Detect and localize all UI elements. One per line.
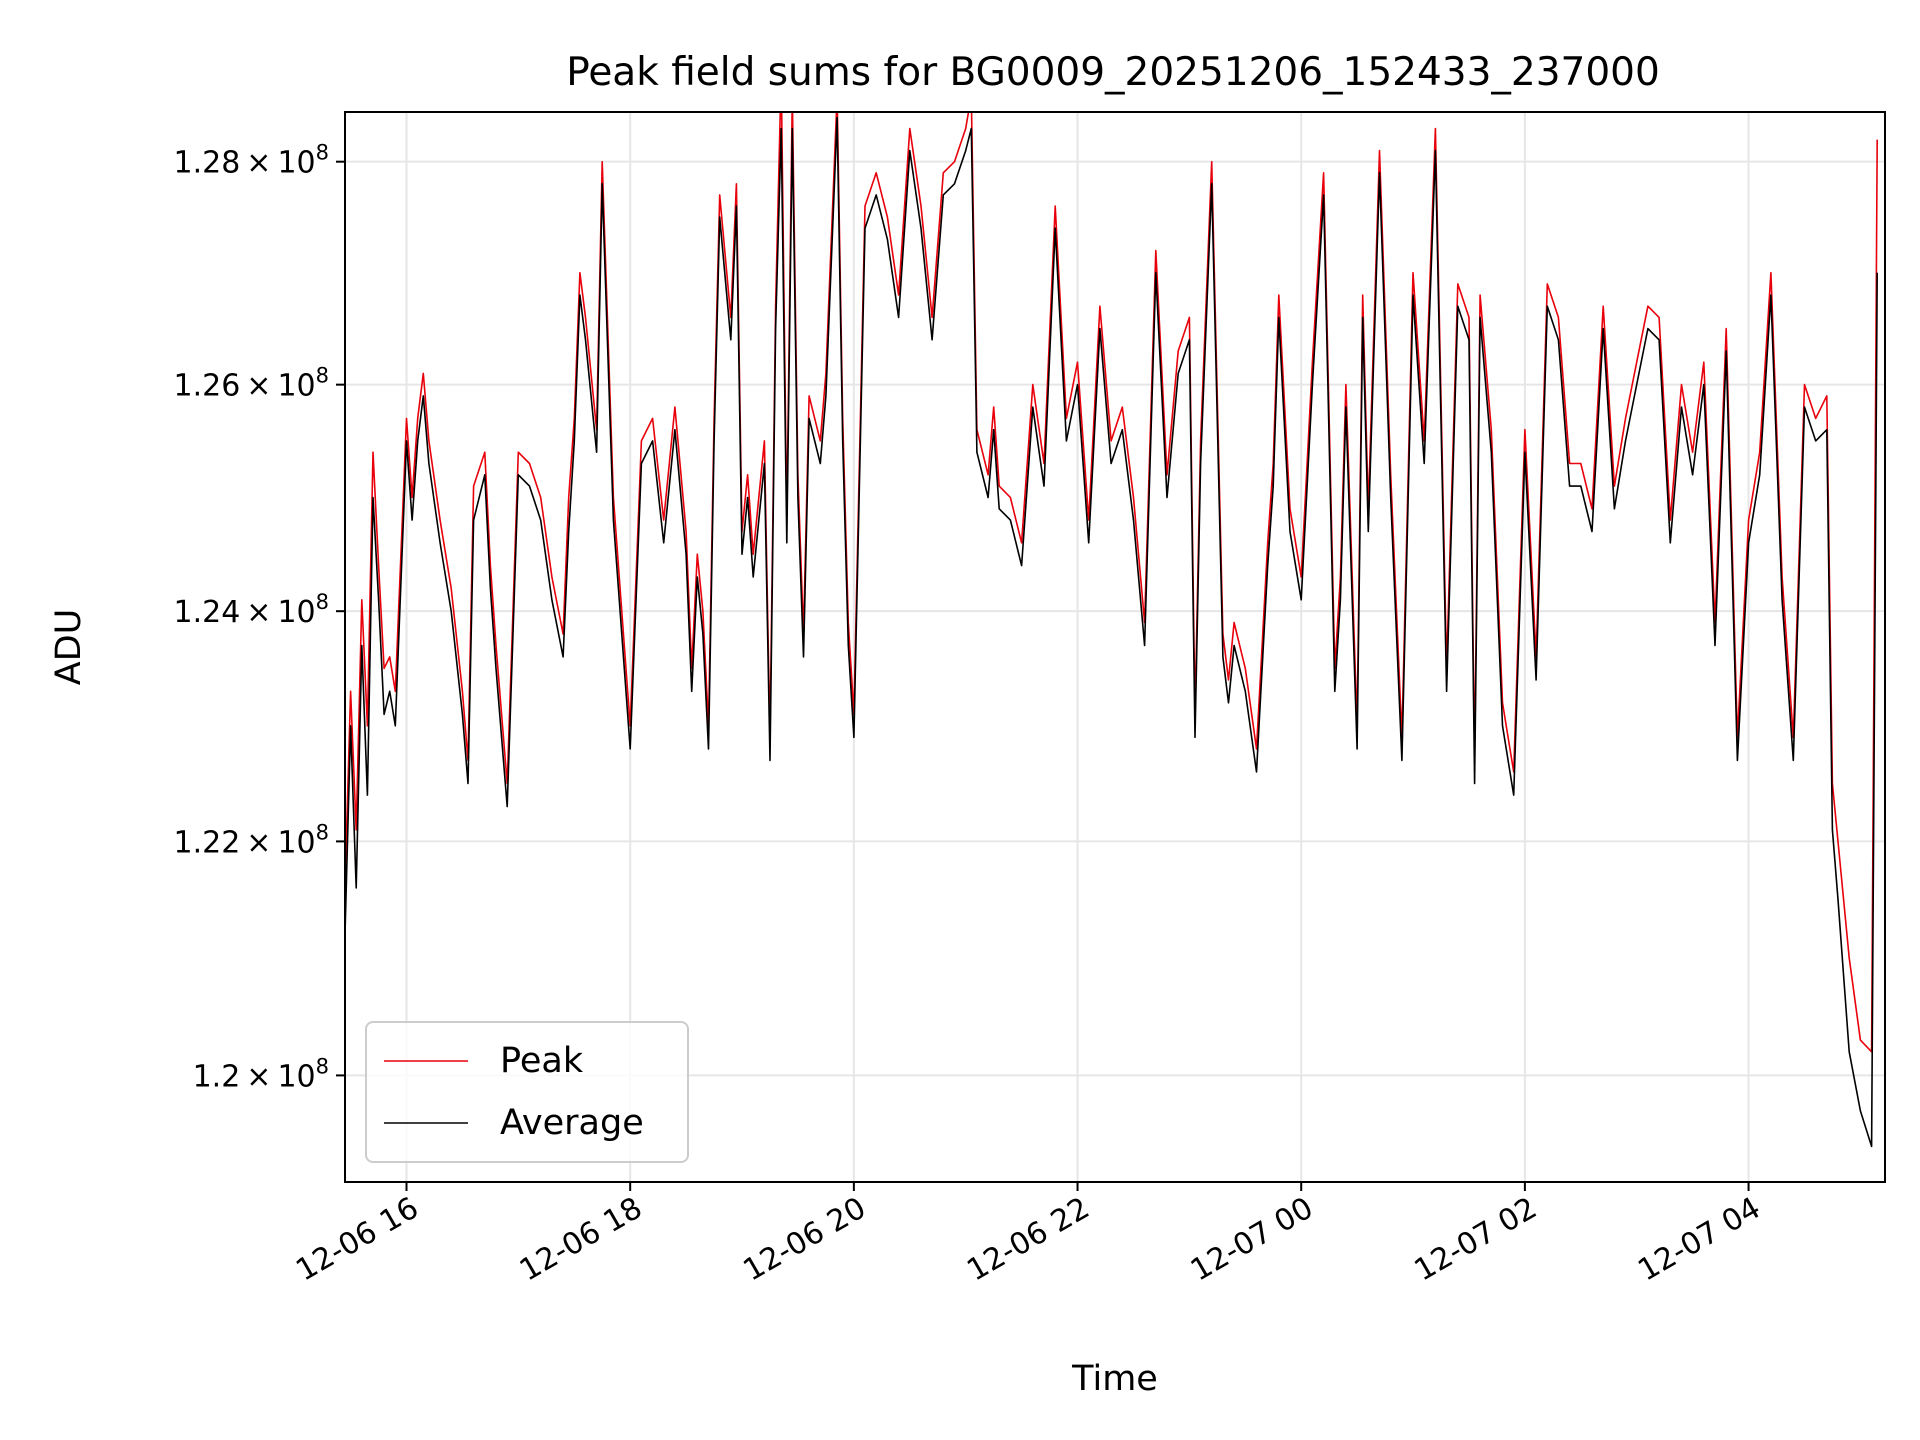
y-tick-mantissa: 1.2 [193, 1059, 241, 1094]
y-tick-exponent: 8 [316, 364, 329, 388]
y-tick-base: 10 [277, 1059, 315, 1094]
y-tick-base: 10 [277, 369, 315, 404]
y-tick-multiplier: × [246, 595, 271, 630]
legend-peak-label: Peak [500, 1041, 584, 1081]
average-series-line [345, 116, 1878, 1148]
y-tick-exponent: 8 [316, 820, 329, 844]
y-tick-exponent: 8 [316, 141, 329, 165]
y-tick-label: 1.22 × 108 [174, 820, 330, 860]
legend-average-label: Average [500, 1103, 644, 1143]
y-tick-label: 1.26 × 108 [174, 364, 330, 404]
y-tick-mantissa: 1.28 [174, 146, 241, 181]
y-tick-label: 1.2 × 108 [193, 1054, 329, 1094]
y-tick-base: 10 [277, 595, 315, 630]
chart-title: Peak field sums for BG0009_20251206_1524… [566, 50, 1660, 95]
y-tick-mantissa: 1.22 [174, 825, 241, 860]
legend-box [365, 1021, 689, 1163]
peak-series-line [345, 112, 1878, 1053]
y-tick-mantissa: 1.24 [174, 595, 241, 630]
y-tick-multiplier: × [246, 146, 271, 181]
y-tick-exponent: 8 [316, 590, 329, 614]
y-tick-base: 10 [277, 146, 315, 181]
plot-frame [344, 111, 1886, 1183]
y-tick-label: 1.28 × 108 [174, 141, 330, 181]
y-tick-multiplier: × [246, 369, 271, 404]
y-axis-label: ADU [49, 609, 89, 686]
y-tick-label: 1.24 × 108 [174, 590, 330, 630]
series-layer [345, 112, 1878, 1148]
y-tick-multiplier: × [246, 1059, 271, 1094]
y-tick-base: 10 [277, 825, 315, 860]
y-tick-exponent: 8 [316, 1054, 329, 1078]
y-tick-multiplier: × [246, 825, 271, 860]
y-tick-mantissa: 1.26 [174, 369, 241, 404]
legend: Peak Average [365, 1021, 689, 1163]
x-axis-label: Time [1071, 1359, 1158, 1399]
